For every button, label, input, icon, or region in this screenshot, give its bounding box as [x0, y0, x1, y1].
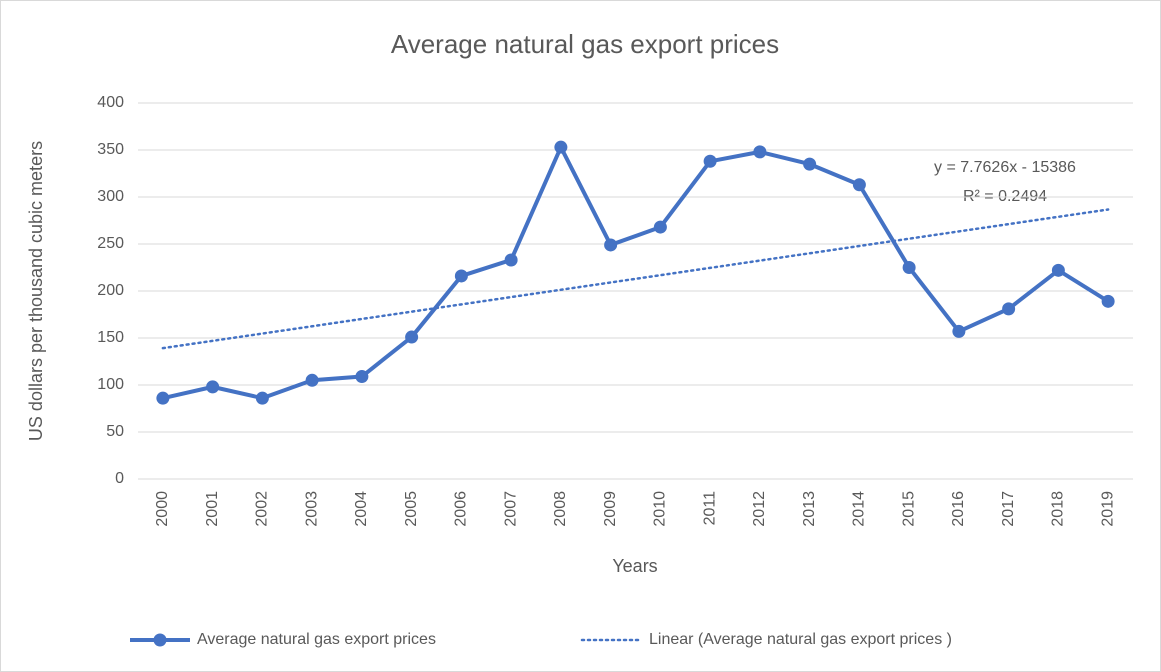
y-tick-label: 150: [97, 329, 124, 346]
x-tick-label: 2009: [602, 491, 619, 527]
x-axis-title: Years: [612, 556, 657, 576]
data-point: [1101, 294, 1115, 308]
y-tick-label: 300: [97, 188, 124, 205]
y-axis-title: US dollars per thousand cubic meters: [26, 141, 46, 441]
y-tick-label: 0: [115, 470, 124, 487]
data-point: [355, 370, 369, 384]
data-point: [753, 145, 767, 159]
data-point: [255, 391, 269, 405]
data-point: [703, 154, 717, 168]
x-tick-label: 2014: [851, 491, 868, 527]
x-tick-label: 2019: [1099, 491, 1116, 527]
trend-equation: y = 7.7626x - 15386: [934, 159, 1076, 176]
x-tick-label: 2002: [254, 491, 271, 527]
y-tick-label: 200: [97, 282, 124, 299]
x-tick-label: 2017: [1000, 491, 1017, 527]
x-tick-label: 2007: [502, 491, 519, 527]
x-tick-label: 2003: [303, 491, 320, 527]
y-tick-label: 350: [97, 141, 124, 158]
x-tick-label: 2010: [652, 491, 669, 527]
data-point: [1051, 263, 1065, 277]
data-point: [952, 324, 966, 338]
x-tick-label: 2016: [950, 491, 967, 527]
data-point: [504, 253, 518, 267]
x-tick-label: 2013: [801, 491, 818, 527]
data-point: [405, 330, 419, 344]
x-tick-label: 2005: [403, 491, 420, 527]
legend-label: Average natural gas export prices: [197, 631, 436, 648]
data-point: [803, 157, 817, 171]
y-tick-label: 400: [97, 94, 124, 111]
data-point: [604, 238, 618, 252]
x-tick-label: 2004: [353, 491, 370, 527]
x-tick-label: 2011: [701, 491, 718, 526]
legend-label: Linear (Average natural gas export price…: [649, 631, 952, 648]
data-point: [206, 380, 220, 394]
x-tick-label: 2015: [900, 491, 917, 527]
data-point: [305, 373, 319, 387]
data-point: [653, 220, 667, 234]
x-tick-label: 2006: [453, 491, 470, 527]
data-point: [156, 391, 170, 405]
data-point: [902, 261, 916, 274]
data-point: [454, 269, 468, 283]
legend-marker: [153, 633, 167, 647]
x-tick-label: 2001: [204, 491, 221, 527]
series-line: [162, 145, 1110, 401]
y-tick-label: 250: [97, 235, 124, 252]
y-tick-label: 50: [106, 423, 124, 440]
x-tick-label: 2018: [1050, 491, 1067, 527]
data-point: [554, 140, 568, 154]
y-tick-label: 100: [97, 376, 124, 393]
data-point: [1002, 302, 1016, 316]
x-tick-label: 2008: [552, 491, 569, 527]
x-tick-label: 2012: [751, 491, 768, 527]
x-tick-label: 2000: [154, 491, 171, 527]
trendline: [161, 208, 1110, 350]
chart-title: Average natural gas export prices: [391, 29, 779, 59]
data-point: [852, 178, 866, 192]
